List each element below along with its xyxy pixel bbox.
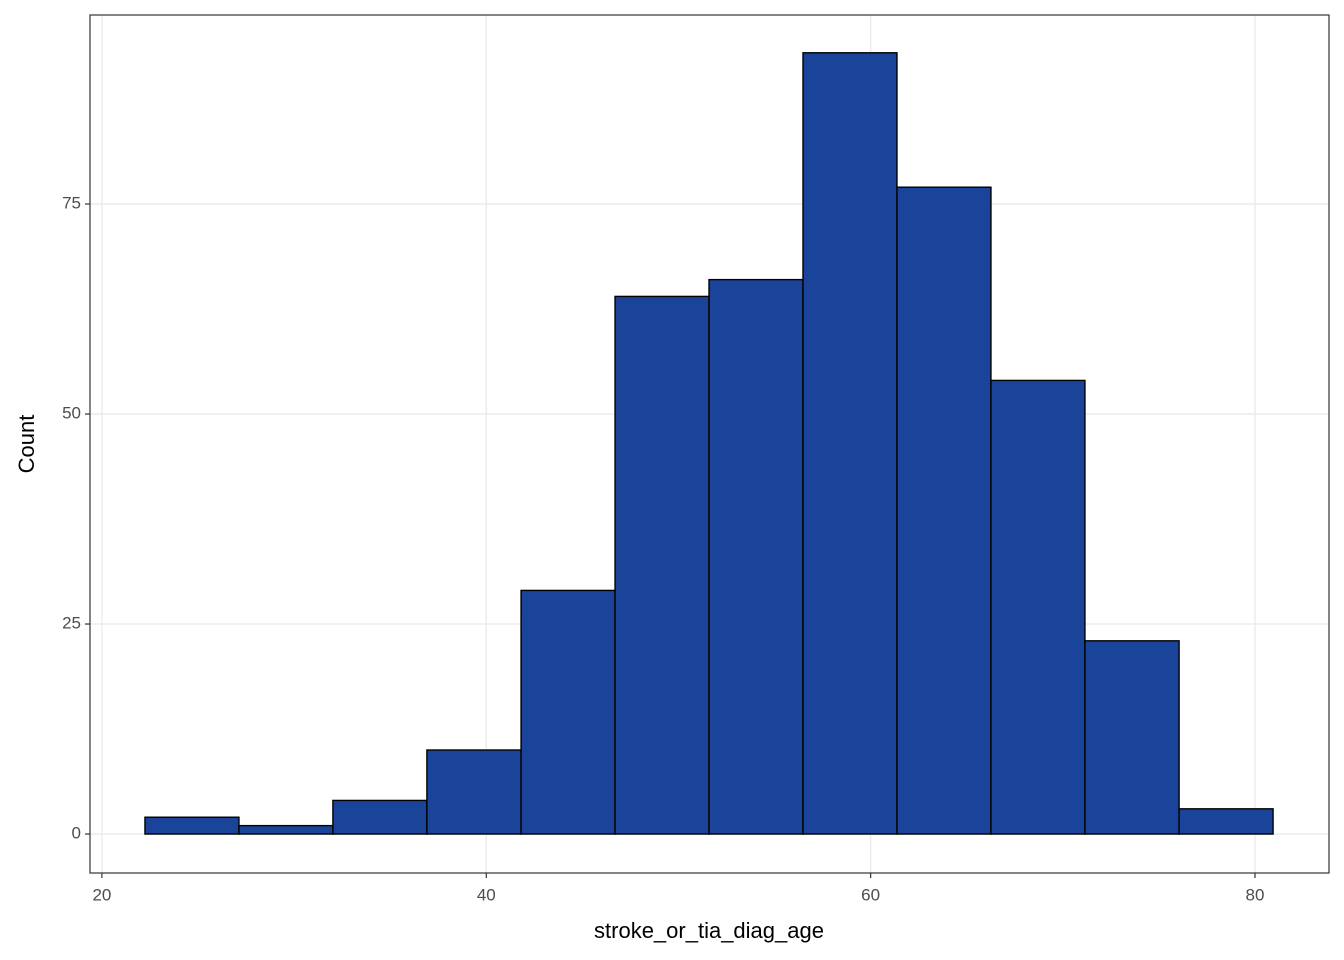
bar: [896, 186, 992, 835]
x-tick-label: 80: [1246, 885, 1265, 904]
x-tick-label: 40: [477, 885, 496, 904]
bar: [426, 749, 522, 835]
bar: [990, 379, 1086, 835]
y-tick-label: 50: [62, 403, 81, 422]
bar: [238, 824, 334, 835]
bar: [802, 52, 898, 835]
panel-border: [89, 14, 1330, 874]
y-tick-label: 25: [62, 614, 81, 633]
y-tick-label: 0: [72, 824, 81, 843]
bar: [1084, 640, 1180, 835]
bar: [520, 589, 616, 835]
bar: [1178, 808, 1274, 835]
x-tick-label: 60: [861, 885, 880, 904]
bar: [708, 278, 804, 835]
bar: [614, 295, 710, 835]
bar: [144, 816, 240, 835]
y-axis-title: Count: [14, 415, 39, 474]
bar: [332, 799, 428, 835]
y-tick-label: 75: [62, 193, 81, 212]
x-axis-title: stroke_or_tia_diag_age: [594, 918, 824, 943]
x-tick-label: 20: [92, 885, 111, 904]
